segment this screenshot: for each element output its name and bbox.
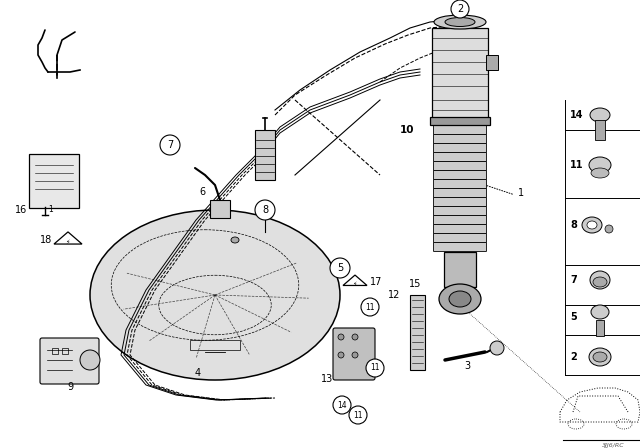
Ellipse shape: [90, 210, 340, 380]
Text: 12: 12: [388, 290, 401, 300]
Text: 3: 3: [464, 361, 470, 371]
FancyBboxPatch shape: [433, 198, 486, 207]
Ellipse shape: [589, 348, 611, 366]
FancyBboxPatch shape: [40, 338, 99, 384]
Ellipse shape: [439, 284, 481, 314]
Ellipse shape: [434, 15, 486, 29]
Polygon shape: [343, 275, 367, 285]
Circle shape: [352, 352, 358, 358]
Text: 7: 7: [570, 275, 577, 285]
Circle shape: [160, 135, 180, 155]
FancyBboxPatch shape: [255, 130, 275, 180]
Polygon shape: [54, 232, 82, 244]
Text: 3JJ6/RC: 3JJ6/RC: [602, 443, 625, 448]
Circle shape: [330, 258, 350, 278]
Text: 1: 1: [48, 205, 52, 214]
Text: 7: 7: [167, 140, 173, 150]
FancyBboxPatch shape: [433, 152, 486, 161]
Text: 8: 8: [570, 220, 577, 230]
FancyBboxPatch shape: [433, 171, 486, 180]
Text: 6: 6: [199, 187, 205, 197]
Text: 13: 13: [321, 374, 333, 384]
Ellipse shape: [593, 352, 607, 362]
FancyBboxPatch shape: [29, 154, 79, 208]
Circle shape: [352, 334, 358, 340]
Text: 16: 16: [15, 205, 27, 215]
Circle shape: [338, 352, 344, 358]
FancyBboxPatch shape: [430, 117, 490, 125]
Circle shape: [361, 298, 379, 316]
Ellipse shape: [231, 237, 239, 243]
Circle shape: [349, 406, 367, 424]
FancyBboxPatch shape: [433, 180, 486, 189]
Text: 5: 5: [570, 312, 577, 322]
Text: 10: 10: [400, 125, 415, 135]
Ellipse shape: [587, 221, 597, 229]
Ellipse shape: [591, 168, 609, 178]
Ellipse shape: [590, 271, 610, 289]
FancyBboxPatch shape: [433, 233, 486, 242]
Circle shape: [366, 359, 384, 377]
Circle shape: [451, 0, 469, 18]
Ellipse shape: [593, 277, 607, 287]
FancyBboxPatch shape: [433, 242, 486, 251]
Text: 5: 5: [337, 263, 343, 273]
Text: 2: 2: [570, 352, 577, 362]
FancyBboxPatch shape: [433, 207, 486, 215]
FancyBboxPatch shape: [333, 328, 375, 380]
Ellipse shape: [590, 108, 610, 122]
Ellipse shape: [605, 225, 613, 233]
FancyBboxPatch shape: [596, 320, 604, 336]
Ellipse shape: [449, 291, 471, 307]
Text: 2: 2: [457, 4, 463, 14]
Text: 4: 4: [195, 368, 201, 378]
FancyBboxPatch shape: [444, 252, 476, 287]
Circle shape: [490, 341, 504, 355]
FancyBboxPatch shape: [433, 143, 486, 152]
Text: 9: 9: [67, 382, 73, 392]
Text: 8: 8: [262, 205, 268, 215]
Text: 1: 1: [518, 188, 524, 198]
Ellipse shape: [582, 217, 602, 233]
FancyBboxPatch shape: [433, 189, 486, 198]
Text: ⚡: ⚡: [353, 281, 357, 287]
Text: 15: 15: [409, 279, 421, 289]
FancyBboxPatch shape: [433, 125, 486, 134]
Ellipse shape: [445, 17, 475, 26]
Circle shape: [338, 334, 344, 340]
Text: 18: 18: [40, 235, 52, 245]
Circle shape: [80, 350, 100, 370]
Text: 11: 11: [371, 363, 380, 372]
FancyBboxPatch shape: [433, 161, 486, 171]
Text: 14: 14: [337, 401, 347, 409]
Text: ⚡: ⚡: [66, 240, 70, 245]
Ellipse shape: [591, 305, 609, 319]
FancyBboxPatch shape: [433, 224, 486, 233]
Text: 17: 17: [370, 277, 382, 287]
Circle shape: [333, 396, 351, 414]
Text: 11: 11: [365, 302, 375, 311]
Ellipse shape: [589, 157, 611, 173]
FancyBboxPatch shape: [486, 55, 498, 70]
Text: 11: 11: [353, 410, 363, 419]
FancyBboxPatch shape: [433, 215, 486, 224]
FancyBboxPatch shape: [432, 28, 488, 118]
Text: 11: 11: [570, 160, 584, 170]
FancyBboxPatch shape: [410, 295, 425, 370]
FancyBboxPatch shape: [210, 200, 230, 218]
Circle shape: [255, 200, 275, 220]
FancyBboxPatch shape: [433, 134, 486, 143]
FancyBboxPatch shape: [595, 120, 605, 140]
Text: 14: 14: [570, 110, 584, 120]
